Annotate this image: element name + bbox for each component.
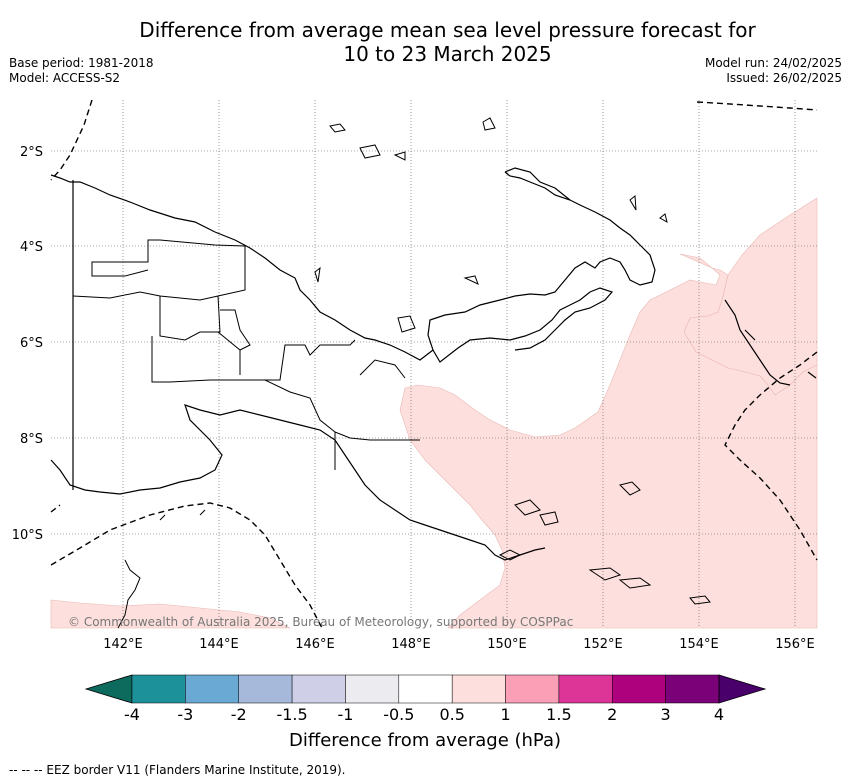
colorbar-tick-labels: -4 -3 -2 -1.5 -1 -0.5 0.5 1 1.5 2 3 4: [124, 705, 724, 724]
colorbar-tick: 1: [500, 705, 510, 724]
colorbar-swatch: [398, 674, 453, 704]
colorbar-extend-high: [718, 674, 767, 704]
colorbar-tick: 1.5: [546, 705, 571, 724]
colorbar-tick: -0.5: [383, 705, 414, 724]
meta-right: Model run: 24/02/2025 Issued: 26/02/2025: [705, 56, 842, 86]
bougainville: [807, 371, 817, 379]
lon-label: 142°E: [103, 637, 143, 652]
copyright-notice: © Commonwealth of Australia 2025, Bureau…: [68, 615, 573, 629]
new-guinea-north-coast: [50, 171, 656, 361]
model-name: Model: ACCESS-S2: [9, 71, 121, 85]
new-ireland: [724, 299, 791, 386]
gridlines: [51, 100, 817, 628]
lon-label: 144°E: [199, 637, 239, 652]
anomaly-region-southwest: [50, 599, 291, 629]
model-run: Model run: 24/02/2025: [704, 56, 842, 70]
papuan-peninsula: [432, 287, 614, 363]
lat-label: 2°S: [20, 145, 43, 160]
colorbar-swatch: [291, 674, 346, 704]
anomaly-region-main: [399, 253, 818, 629]
eez-borders: [50, 99, 818, 629]
lat-label: 4°S: [20, 240, 43, 255]
colorbar-tick: -1.5: [276, 705, 307, 724]
lat-label: 10°S: [12, 528, 43, 543]
colorbar-extend-low: [84, 674, 133, 704]
lon-label: 154°E: [679, 637, 719, 652]
coastlines: [50, 117, 817, 629]
title-line-1: Difference from average mean sea level p…: [139, 18, 756, 42]
colorbar-tick: -1: [337, 705, 353, 724]
lon-label: 146°E: [295, 637, 335, 652]
lon-label: 152°E: [583, 637, 623, 652]
map-panel: 2°S 4°S 6°S 8°S 10°S 142°E 144°E 146°E 1…: [12, 99, 818, 652]
colorbar: -4 -3 -2 -1.5 -1 -0.5 0.5 1 1.5 2 3 4: [84, 674, 767, 724]
colorbar-swatch: [185, 674, 239, 704]
meta-left: Base period: 1981-2018 Model: ACCESS-S2: [9, 56, 154, 86]
east-islands: [498, 481, 711, 605]
title-line-2: 10 to 23 March 2025: [343, 42, 552, 66]
colorbar-tick: 2: [607, 705, 617, 724]
map-title: Difference from average mean sea level p…: [0, 18, 850, 66]
new-britain: [504, 167, 571, 201]
colorbar-tick: 0.5: [439, 705, 464, 724]
new-guinea-south-coast: [50, 404, 546, 561]
province-borders: [72, 239, 420, 470]
colorbar-tick: -4: [124, 705, 140, 724]
colorbar-tick: -3: [177, 705, 193, 724]
colorbar-tick: 4: [714, 705, 724, 724]
lon-axis-labels: 142°E 144°E 146°E 148°E 150°E 152°E 154°…: [103, 637, 815, 652]
lon-label: 156°E: [775, 637, 815, 652]
colorbar-swatch: [558, 674, 613, 704]
colorbar-swatch: [665, 674, 720, 704]
colorbar-swatches: [84, 674, 767, 704]
lon-label: 148°E: [391, 637, 431, 652]
colorbar-label: Difference from average (hPa): [288, 730, 562, 751]
colorbar-swatch: [131, 674, 186, 704]
eez-legend-note: -- -- -- EEZ border V11 (Flanders Marine…: [9, 763, 346, 777]
issued-date: Issued: 26/02/2025: [726, 71, 842, 85]
anomaly-shading: [50, 197, 818, 629]
colorbar-swatch: [451, 674, 506, 704]
lat-label: 8°S: [20, 432, 43, 447]
australia-north: [117, 509, 206, 629]
colorbar-swatch: [238, 674, 293, 704]
base-period: Base period: 1981-2018: [9, 56, 154, 70]
north-islands: [314, 117, 668, 333]
colorbar-swatch: [505, 674, 560, 704]
colorbar-tick: 3: [661, 705, 671, 724]
colorbar-swatch: [612, 674, 666, 704]
lat-label: 6°S: [20, 336, 43, 351]
colorbar-tick: -2: [231, 705, 247, 724]
lat-axis-labels: 2°S 4°S 6°S 8°S 10°S: [12, 145, 43, 543]
lon-label: 150°E: [487, 637, 527, 652]
colorbar-swatch: [345, 674, 400, 704]
